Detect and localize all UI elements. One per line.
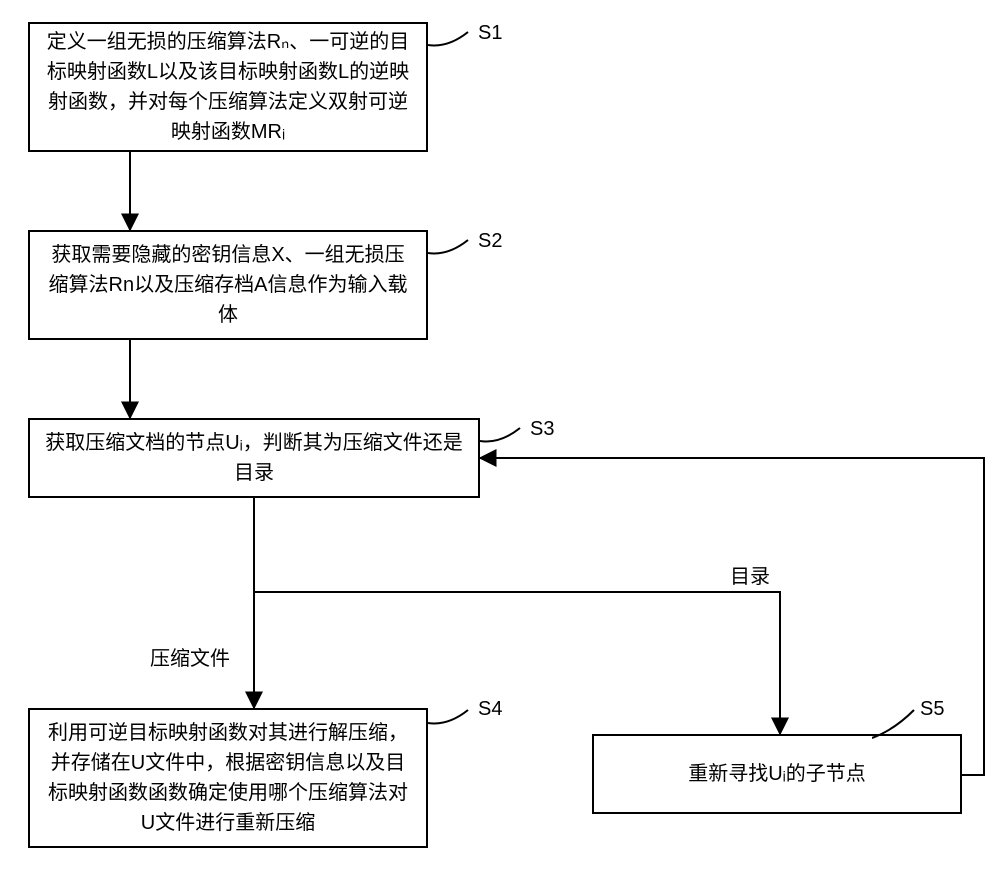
callout-s2 bbox=[428, 230, 478, 270]
flowchart-canvas: 定义一组无损的压缩算法Rₙ、一可逆的目标映射函数L以及该目标映射函数L的逆映射函… bbox=[0, 0, 1000, 883]
step-label-s2: S2 bbox=[478, 230, 502, 253]
node-s4-text: 利用可逆目标映射函数对其进行解压缩，并存储在U文件中，根据密钥信息以及目标映射函… bbox=[42, 718, 414, 838]
step-label-s1: S1 bbox=[478, 22, 502, 45]
node-s5: 重新寻找Uᵢ的子节点 bbox=[592, 734, 962, 814]
node-s4: 利用可逆目标映射函数对其进行解压缩，并存储在U文件中，根据密钥信息以及目标映射函… bbox=[28, 708, 428, 848]
edge-label-directory: 目录 bbox=[730, 560, 770, 589]
node-s3-text: 获取压缩文档的节点Uᵢ，判断其为压缩文件还是目录 bbox=[42, 428, 466, 488]
step-label-s3: S3 bbox=[530, 418, 554, 441]
node-s5-text: 重新寻找Uᵢ的子节点 bbox=[688, 759, 866, 789]
node-s3: 获取压缩文档的节点Uᵢ，判断其为压缩文件还是目录 bbox=[28, 418, 480, 498]
edge-s5-s3 bbox=[480, 458, 984, 775]
node-s2: 获取需要隐藏的密钥信息X、一组无损压缩算法Rn以及压缩存档A信息作为输入载体 bbox=[28, 230, 428, 340]
step-label-s5: S5 bbox=[920, 698, 944, 721]
node-s1-text: 定义一组无损的压缩算法Rₙ、一可逆的目标映射函数L以及该目标映射函数L的逆映射函… bbox=[42, 27, 414, 147]
callout-s3 bbox=[480, 418, 530, 458]
edge-label-compressed-file: 压缩文件 bbox=[150, 642, 230, 671]
node-s2-text: 获取需要隐藏的密钥信息X、一组无损压缩算法Rn以及压缩存档A信息作为输入载体 bbox=[42, 240, 414, 330]
step-label-s4: S4 bbox=[478, 698, 502, 721]
node-s1: 定义一组无损的压缩算法Rₙ、一可逆的目标映射函数L以及该目标映射函数L的逆映射函… bbox=[28, 22, 428, 152]
callout-s4 bbox=[428, 700, 478, 740]
callout-s1 bbox=[428, 22, 478, 62]
